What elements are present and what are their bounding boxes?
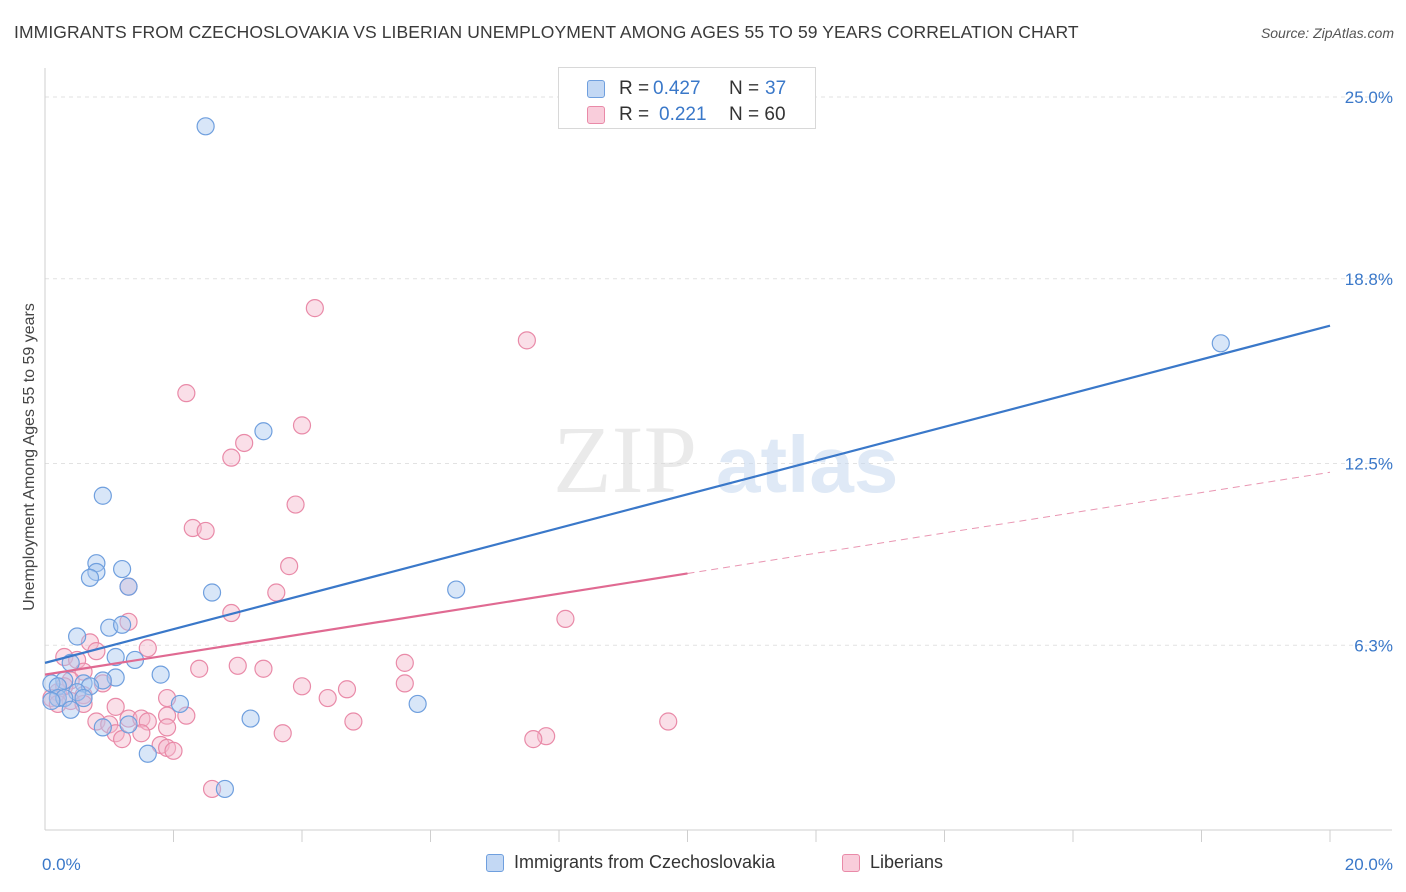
data-point xyxy=(202,779,222,799)
grid-lines xyxy=(45,96,1392,646)
data-point xyxy=(164,741,183,760)
data-point xyxy=(344,712,363,731)
data-point xyxy=(273,724,292,743)
data-point xyxy=(93,486,112,505)
data-point xyxy=(215,779,234,799)
data-point xyxy=(112,559,132,579)
czechoslovakia-points xyxy=(42,117,1230,799)
series-legend: Immigrants from Czechoslovakia Liberians xyxy=(0,852,1406,876)
legend-label: Liberians xyxy=(870,852,944,872)
watermark-atlas: atlas xyxy=(716,420,898,509)
legend-swatch-blue xyxy=(587,80,605,98)
data-point xyxy=(157,718,177,737)
r-value: 0.221 xyxy=(659,104,707,125)
data-point xyxy=(170,694,190,714)
data-point xyxy=(151,665,170,684)
data-point xyxy=(68,627,87,646)
y-axis-label: Unemployment Among Ages 55 to 59 years xyxy=(21,303,38,611)
n-label: N = 60 xyxy=(729,104,786,125)
regression-lines xyxy=(44,324,1331,676)
regression-line-1 xyxy=(44,572,688,676)
legend-row-czechoslovakia: R = 0.427 N = 37 xyxy=(559,76,815,102)
data-point xyxy=(119,709,138,728)
data-point xyxy=(254,659,273,678)
chart-title: IMMIGRANTS FROM CZECHOSLOVAKIA VS LIBERI… xyxy=(14,22,1079,42)
data-point xyxy=(202,583,222,602)
data-point xyxy=(196,521,215,541)
data-point xyxy=(556,609,575,628)
y-tick-label: 25.0% xyxy=(1345,88,1393,107)
data-point xyxy=(280,557,299,576)
data-point xyxy=(138,639,157,658)
data-point xyxy=(177,706,196,725)
data-point xyxy=(93,718,112,737)
x-tick-label: 20.0% xyxy=(1345,855,1393,874)
data-point xyxy=(318,688,337,708)
data-point xyxy=(74,688,93,708)
data-point xyxy=(138,744,157,763)
data-point xyxy=(305,299,324,318)
data-point xyxy=(517,331,536,350)
source-label: Source: ZipAtlas.com xyxy=(1260,25,1394,41)
correlation-legend: R = 0.427 N = 37 R = 0.221 N = 60 xyxy=(558,67,816,129)
data-point xyxy=(106,647,125,667)
data-point xyxy=(61,700,80,719)
data-point xyxy=(196,117,215,136)
data-point xyxy=(395,674,414,693)
data-point xyxy=(190,659,209,678)
data-point xyxy=(112,615,132,634)
data-point xyxy=(292,677,312,696)
legend-swatch-pink xyxy=(587,106,605,124)
data-point xyxy=(177,384,196,403)
n-value: 37 xyxy=(765,78,787,99)
data-point xyxy=(228,656,247,675)
data-point xyxy=(395,653,414,672)
r-label: R = xyxy=(619,78,650,99)
n-label: N = xyxy=(729,78,760,99)
data-point xyxy=(235,433,254,453)
regression-line-extension-1 xyxy=(687,471,1331,574)
data-point xyxy=(524,730,543,749)
data-point xyxy=(292,416,312,435)
legend-row-liberians: R = 0.221 N = 60 xyxy=(559,102,815,128)
data-point xyxy=(80,568,100,587)
data-point xyxy=(222,448,241,467)
data-point xyxy=(119,715,138,734)
y-tick-label: 6.3% xyxy=(1354,636,1393,655)
watermark: ZIP atlas xyxy=(553,406,898,513)
tick-labels: 6.3% 12.5% 18.8% 25.0% 0.0% 20.0% xyxy=(42,88,1393,874)
data-point xyxy=(119,577,138,596)
r-label: R = xyxy=(619,104,650,125)
data-point xyxy=(138,712,157,731)
legend-label: Immigrants from Czechoslovakia xyxy=(514,852,776,872)
data-point xyxy=(254,422,273,441)
regression-line-0 xyxy=(44,324,1331,664)
data-point xyxy=(106,697,125,716)
legend-swatch-blue xyxy=(486,854,504,872)
watermark-zip: ZIP xyxy=(553,406,697,513)
y-tick-label: 12.5% xyxy=(1345,455,1393,474)
data-point xyxy=(337,680,357,699)
data-point xyxy=(447,580,466,599)
data-point xyxy=(267,583,286,602)
data-point xyxy=(132,724,151,743)
r-value: 0.427 xyxy=(653,78,701,99)
data-point xyxy=(1211,334,1230,353)
data-point xyxy=(241,709,260,728)
x-tick-label: 0.0% xyxy=(42,855,81,874)
data-point xyxy=(659,712,678,731)
data-point xyxy=(286,495,305,514)
liberians-points xyxy=(42,299,678,799)
data-point xyxy=(408,694,427,714)
legend-swatch-pink xyxy=(842,854,860,872)
y-tick-label: 18.8% xyxy=(1345,270,1393,289)
data-point xyxy=(42,691,61,711)
